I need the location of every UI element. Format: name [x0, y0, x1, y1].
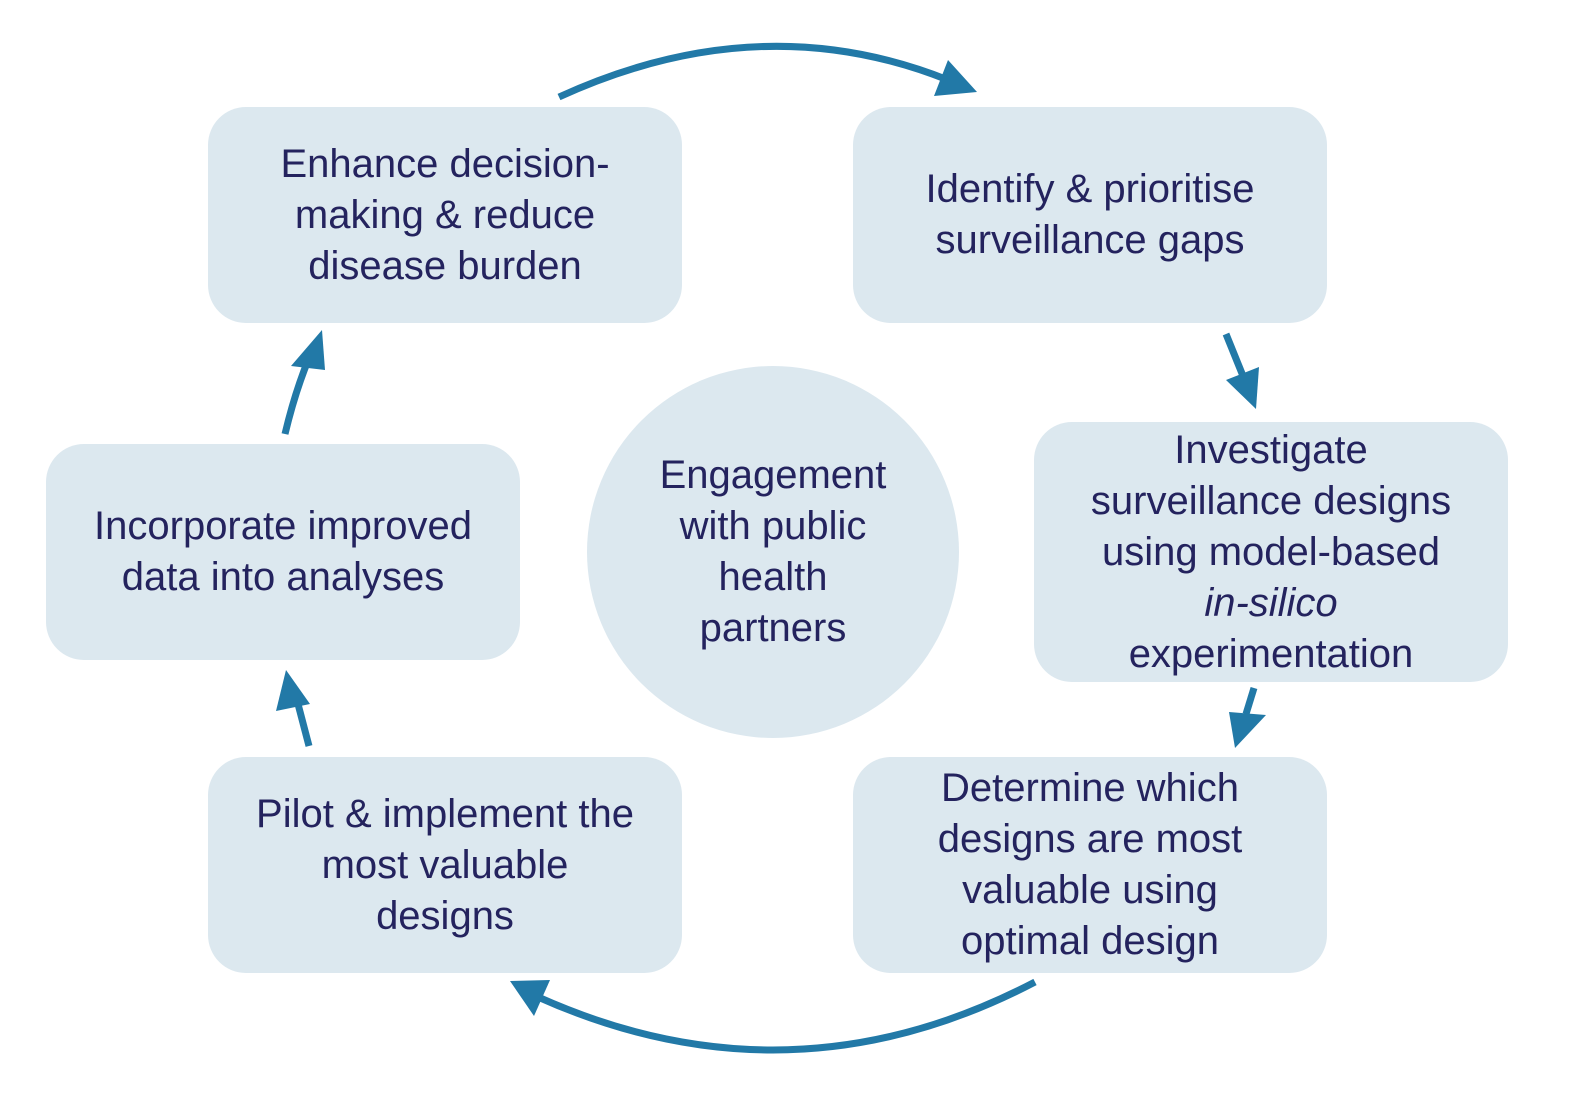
step-text: using model-based [1102, 529, 1440, 574]
step-text: Identify & prioritise [925, 167, 1255, 211]
arrow-bottom-head [510, 980, 550, 1016]
step-determine-valuable-designs: Determine which designs are most valuabl… [853, 757, 1327, 973]
center-text: Engagement [659, 453, 887, 497]
arrow-left-lower-head [276, 670, 310, 711]
step-investigate-designs: Investigate surveillance designs using m… [1034, 422, 1508, 682]
center-text: with public [679, 504, 867, 548]
step-text: optimal design [961, 919, 1219, 963]
step-enhance-decision-making: Enhance decision- making & reduce diseas… [208, 107, 682, 323]
step-text: Determine which [941, 766, 1239, 810]
arrow-top-head [934, 60, 977, 96]
center-text: partners [699, 606, 847, 650]
step-text: Incorporate improved [94, 504, 472, 548]
step-text: most valuable [321, 842, 569, 887]
step-pilot-implement: Pilot & implement the most valuable desi… [208, 757, 682, 973]
step-text: making & reduce [294, 192, 596, 237]
step-text: designs [376, 893, 514, 938]
arrow-bottom-curve [536, 978, 1037, 1054]
step-text: experimentation [1128, 631, 1414, 676]
center-text: health [718, 555, 828, 599]
arrow-left-upper-head [291, 330, 325, 370]
arrow-left-lower [294, 703, 313, 747]
step-text: Enhance decision- [280, 141, 610, 186]
step-text: data into analyses [121, 555, 445, 599]
step-text: surveillance designs [1090, 478, 1452, 523]
step-text: Investigate [1174, 427, 1368, 472]
step-text: Pilot & implement the [256, 791, 634, 836]
step-text: disease burden [308, 243, 582, 288]
arrow-left-upper [281, 356, 313, 435]
arrow-right-upper [1222, 332, 1247, 378]
arrow-right-lower-head [1229, 712, 1266, 748]
center-engagement: Engagement with public health partners [587, 366, 959, 738]
step-identify-gaps: Identify & prioritise surveillance gaps [853, 107, 1327, 323]
arrow-top-curve [557, 42, 950, 101]
step-text: valuable using [962, 868, 1218, 912]
step-text-italic: in-silico [1204, 580, 1338, 625]
step-text: designs are most [937, 817, 1243, 861]
step-text: surveillance gaps [935, 218, 1245, 262]
step-incorporate-data: Incorporate improved data into analyses [46, 444, 520, 660]
arrow-right-lower [1242, 686, 1258, 716]
arrow-right-upper-head [1226, 367, 1259, 409]
